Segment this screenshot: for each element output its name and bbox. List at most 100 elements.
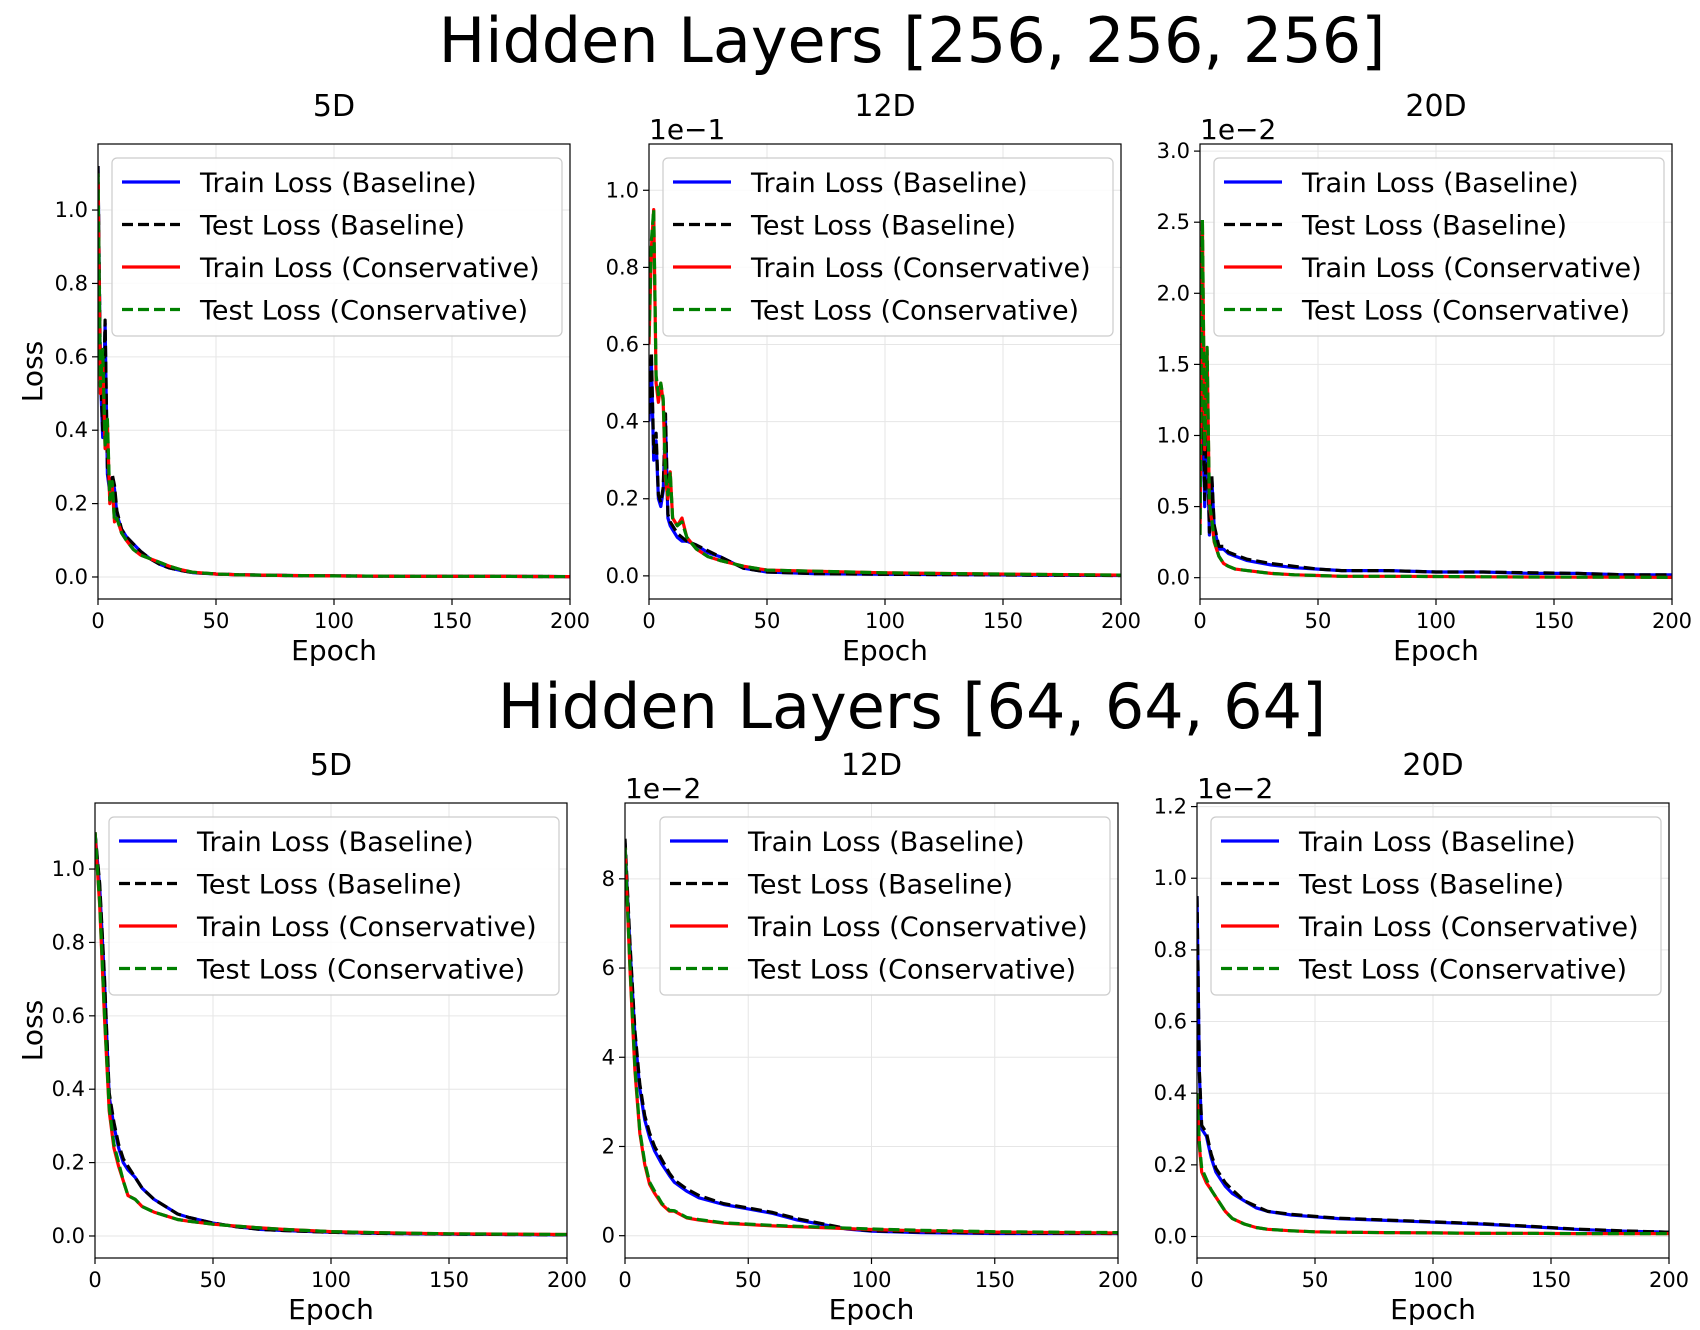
y-tick-label: 1.0 — [55, 198, 88, 222]
panel-5d-bottom: 0 50 100 150 200 0.0 0.2 0.4 0.6 0.8 1.0 5D Epoch Los… — [16, 748, 587, 1326]
legend-label: Test Loss (Conservative) — [1298, 955, 1627, 986]
y-tick-label: 0.8 — [55, 271, 88, 295]
y-tick-label: 2 — [602, 1134, 615, 1158]
legend-label: Test Loss (Baseline) — [196, 870, 462, 901]
y-offset-label: 1e−2 — [1197, 772, 1273, 805]
legend-box — [659, 816, 1111, 996]
y-offset-label: 1e−1 — [649, 113, 725, 146]
legend-label: Test Loss (Baseline) — [1301, 211, 1567, 242]
y-offset-label: 1e−2 — [1200, 113, 1276, 146]
y-axis-label: Loss — [16, 1000, 49, 1061]
legend-label: Train Loss (Conservative) — [1301, 253, 1642, 284]
x-tick-label: 100 — [314, 609, 354, 633]
y-tick-label: 0.6 — [606, 333, 639, 357]
legend-label: Test Loss (Conservative) — [1301, 296, 1630, 327]
x-axis-label: Epoch — [1393, 634, 1479, 667]
x-tick-label: 0 — [91, 609, 104, 633]
series-test-loss-conservative — [625, 847, 1118, 1235]
x-tick-label: 200 — [550, 609, 590, 633]
y-tick-label: 6 — [602, 956, 615, 980]
x-tick-label: 0 — [1193, 609, 1206, 633]
row-title-top: Hidden Layers [256, 256, 256] — [439, 4, 1386, 77]
legend: Train Loss (Baseline) Test Loss (Baseline… — [1213, 157, 1665, 337]
legend-label: Train Loss (Conservative) — [1298, 912, 1639, 943]
x-tick-label: 50 — [1302, 1268, 1329, 1292]
legend-label: Train Loss (Conservative) — [196, 912, 537, 943]
y-tick-label: 0.2 — [52, 1151, 85, 1175]
y-tick-label: 2.0 — [1157, 281, 1190, 305]
legend: Train Loss (Baseline) Test Loss (Baseline… — [108, 816, 560, 996]
x-tick-label: 150 — [1531, 1268, 1571, 1292]
y-tick-label: 0.8 — [1154, 938, 1187, 962]
legend-label: Train Loss (Conservative) — [199, 253, 540, 284]
y-tick-label: 1.0 — [1154, 866, 1187, 890]
x-tick-label: 150 — [983, 609, 1023, 633]
y-tick-label: 0.4 — [1154, 1081, 1187, 1105]
x-tick-label: 100 — [1416, 609, 1456, 633]
legend-label: Test Loss (Conservative) — [199, 296, 528, 327]
y-tick-label: 0.0 — [1157, 566, 1190, 590]
y-tick-label: 0.8 — [52, 930, 85, 954]
y-tick-label: 0.2 — [55, 492, 88, 516]
x-tick-label: 200 — [547, 1268, 587, 1292]
x-axis-label: Epoch — [288, 1293, 374, 1326]
y-tick-label: 1.0 — [1157, 423, 1190, 447]
panel-12d-bottom: 0 50 100 150 200 0 2 4 6 8 1e−2 12D Epoch Train Loss … — [602, 748, 1138, 1326]
legend-box — [662, 157, 1114, 337]
y-tick-label: 1.5 — [1157, 352, 1190, 376]
legend-label: Test Loss (Baseline) — [750, 211, 1016, 242]
x-tick-label: 0 — [88, 1268, 101, 1292]
y-axis-label: Loss — [16, 341, 49, 402]
legend-label: Train Loss (Baseline) — [1301, 168, 1579, 199]
x-tick-label: 100 — [311, 1268, 351, 1292]
x-tick-label: 100 — [865, 609, 905, 633]
panel-20d-top: 0 50 100 150 200 0.0 0.5 1.0 1.5 2.0 2.5 3.0 1e−2 20D… — [1157, 89, 1692, 667]
x-tick-label: 50 — [203, 609, 230, 633]
legend-label: Train Loss (Baseline) — [747, 827, 1025, 858]
legend-label: Train Loss (Baseline) — [750, 168, 1028, 199]
panel-title: 12D — [841, 748, 902, 783]
x-tick-label: 200 — [1649, 1268, 1689, 1292]
panel-title: 5D — [313, 89, 355, 124]
legend: Train Loss (Baseline) Test Loss (Baseline… — [659, 816, 1111, 996]
x-tick-label: 150 — [432, 609, 472, 633]
legend-label: Test Loss (Conservative) — [747, 955, 1076, 986]
legend: Train Loss (Baseline) Test Loss (Baseline… — [1210, 816, 1662, 996]
x-tick-label: 50 — [1305, 609, 1332, 633]
x-tick-label: 0 — [618, 1268, 631, 1292]
y-tick-label: 3.0 — [1157, 139, 1190, 163]
y-tick-label: 0.6 — [55, 345, 88, 369]
legend-label: Train Loss (Conservative) — [747, 912, 1088, 943]
legend-label: Test Loss (Baseline) — [747, 870, 1013, 901]
series-test-loss-baseline — [625, 838, 1118, 1236]
x-tick-label: 50 — [754, 609, 781, 633]
panel-12d-top: 0 50 100 150 200 0.0 0.2 0.4 0.6 0.8 1.0 1e−1 12D Epo… — [606, 89, 1141, 667]
y-tick-label: 0.4 — [606, 410, 639, 434]
series-test-loss-baseline — [1197, 896, 1669, 1234]
y-tick-label: 0.4 — [55, 418, 88, 442]
y-tick-label: 0.0 — [1154, 1225, 1187, 1249]
legend-label: Train Loss (Baseline) — [196, 827, 474, 858]
y-offset-label: 1e−2 — [625, 772, 701, 805]
legend-label: Train Loss (Baseline) — [199, 168, 477, 199]
legend-label: Test Loss (Baseline) — [199, 211, 465, 242]
x-axis-label: Epoch — [842, 634, 928, 667]
legend-label: Train Loss (Baseline) — [1298, 827, 1576, 858]
legend-box — [1213, 157, 1665, 337]
y-tick-label: 0.0 — [606, 564, 639, 588]
y-tick-label: 0.4 — [52, 1077, 85, 1101]
y-tick-label: 0.6 — [52, 1004, 85, 1028]
x-tick-label: 0 — [642, 609, 655, 633]
legend-label: Test Loss (Conservative) — [196, 955, 525, 986]
panel-title: 5D — [310, 748, 352, 783]
x-tick-label: 50 — [200, 1268, 227, 1292]
legend-label: Train Loss (Conservative) — [750, 253, 1091, 284]
series-test-loss-conservative — [649, 208, 1121, 577]
legend: Train Loss (Baseline) Test Loss (Baseline… — [662, 157, 1114, 337]
panel-title: 20D — [1402, 748, 1463, 783]
panel-title: 12D — [854, 89, 915, 124]
y-tick-label: 0.2 — [606, 487, 639, 511]
x-tick-label: 200 — [1652, 609, 1692, 633]
y-tick-label: 0.5 — [1157, 495, 1190, 519]
